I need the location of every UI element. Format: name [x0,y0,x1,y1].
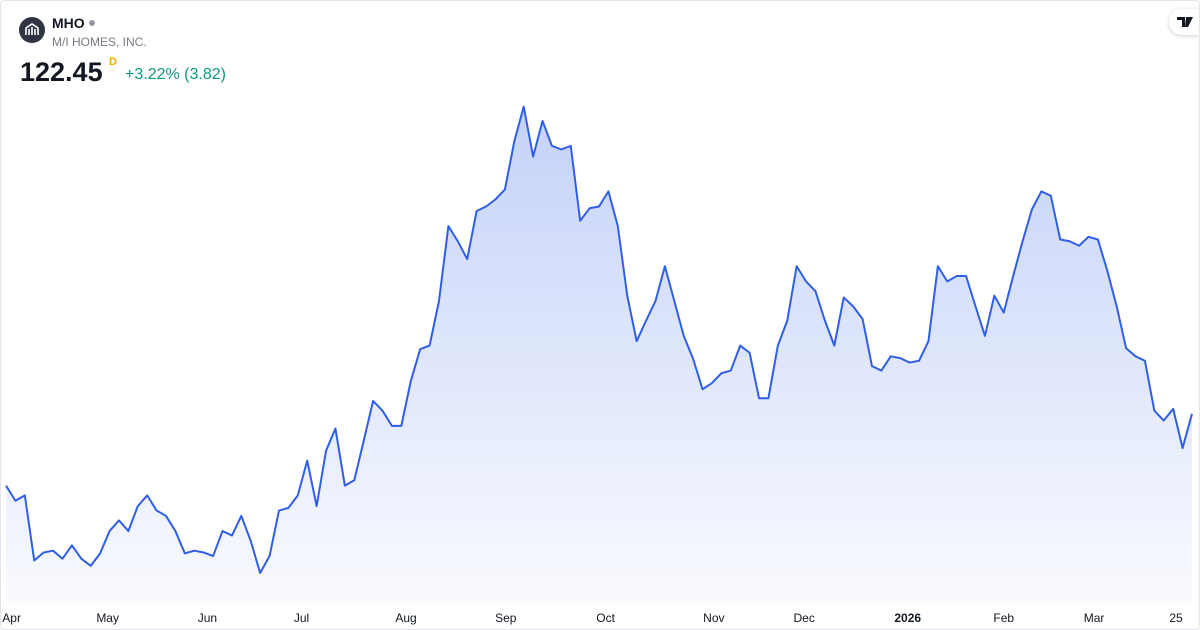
x-tick-label: Feb [993,611,1014,625]
x-tick-label: Sep [495,611,517,625]
area-fill [6,106,1192,602]
price-change: +3.22% (3.82) [125,66,226,83]
x-tick-label: Apr [2,611,21,625]
x-tick-label: 2026 [894,611,921,625]
company-logo [19,17,45,43]
x-tick-label: Mar [1084,611,1105,625]
tradingview-logo[interactable] [1169,9,1199,35]
logo-icon [25,23,39,35]
x-tick-label: May [96,611,119,625]
x-tick-label: Dec [794,611,815,625]
symbol-text[interactable]: MHO [52,15,85,31]
x-tick-label: Aug [395,611,416,625]
price-flag: D [109,56,117,68]
tv-icon[interactable] [1169,9,1199,35]
last-price: 122.45 [20,57,103,87]
x-tick-label: Nov [703,611,724,625]
price-line [5,105,1193,574]
symbol[interactable]: MHO [52,15,95,31]
x-tick-label: 25 [1169,611,1183,625]
x-tick-label: Oct [596,611,615,625]
x-tick-label: Jul [294,611,309,625]
company-name: M/I HOMES, INC. [52,35,147,49]
x-tick-label: Jun [198,611,217,625]
status-dot [88,20,95,26]
